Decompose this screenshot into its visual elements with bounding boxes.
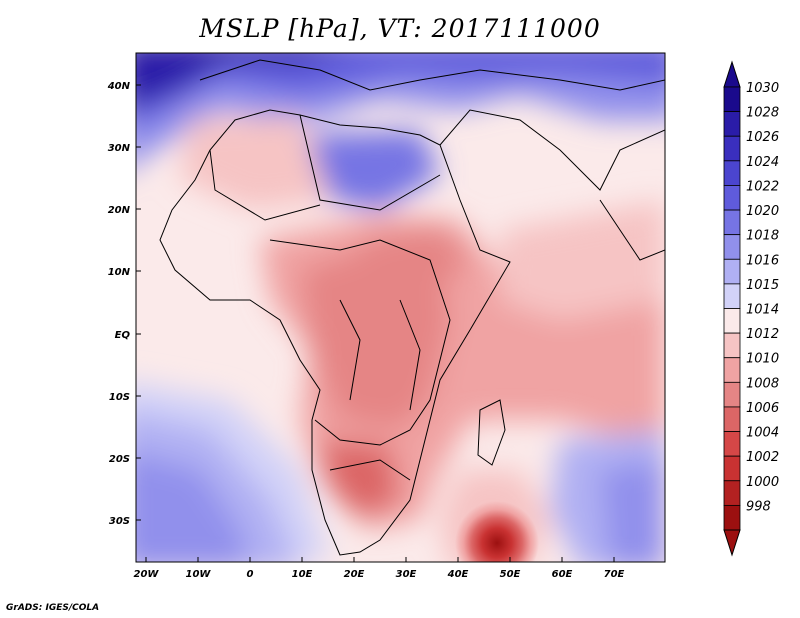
colorbar-label: 1022 [746,179,779,194]
colorbar-label: 1015 [746,278,779,293]
colorbar-label: 1006 [746,401,779,416]
colorbar-swatch [723,283,741,309]
pressure-field [136,53,665,562]
colorbar-swatch [723,160,741,186]
colorbar-swatch [723,308,741,334]
colorbar-label: 1002 [746,450,779,465]
colorbar-label: 1008 [746,376,779,391]
colorbar-swatch [723,111,741,137]
colorbar: 1030 1028 1026 1024 1022 1020 1018 1016 1015 1014… [723,60,779,557]
lat-tick-label: EQ [115,330,131,341]
map-title: MSLP [hPa], VT: 2017111000 [199,14,601,43]
lon-tick-label: 50E [500,569,521,580]
lon-tick-label: 70E [604,569,625,580]
lat-tick-label: 20N [108,205,131,216]
colorbar-label: 1024 [746,155,779,170]
colorbar-label: 1012 [746,327,779,342]
map-frame [135,52,666,563]
colorbar-arrow-top [723,60,741,88]
lat-axis [136,84,141,521]
colorbar-swatch [723,234,741,260]
lon-tick-label: 30E [396,569,417,580]
lat-tick-label: 40N [107,81,131,92]
lon-tick-label: 0 [247,569,254,580]
colorbar-label: 1028 [746,106,779,121]
colorbar-label: 1026 [746,130,779,145]
credit-label: GrADS: IGES/COLA [6,603,100,613]
colorbar-swatch [723,86,741,113]
lon-tick-label: 20W [134,569,160,580]
lat-tick-label: 10N [108,267,131,278]
colorbar-swatch [723,332,741,359]
colorbar-swatch [723,185,741,211]
colorbar-label: 1004 [746,426,779,441]
colorbar-swatch [723,135,741,162]
colorbar-swatch [723,480,741,506]
lat-tick-label: 30N [108,143,131,154]
lon-axis [145,557,615,562]
colorbar-swatch [723,455,741,482]
colorbar-label: 1014 [746,303,779,318]
colorbar-label: 1000 [746,475,779,490]
coastlines [159,59,665,556]
lon-tick-label: 10W [186,569,212,580]
lat-tick-label: 20S [109,454,130,465]
colorbar-swatch [723,209,741,236]
colorbar-swatch [723,431,741,457]
colorbar-label: 1016 [746,253,779,268]
lon-tick-label: 20E [344,569,365,580]
lon-tick-label: 60E [552,569,573,580]
colorbar-swatch [723,357,741,383]
lat-tick-label: 10S [109,392,130,403]
colorbar-swatch [723,381,741,408]
lat-tick-label: 30S [109,516,130,527]
colorbar-swatch [723,258,741,285]
colorbar-label: 1030 [746,81,779,96]
colorbar-swatch [723,504,741,531]
colorbar-swatch [723,406,741,432]
lon-tick-label: 10E [292,569,313,580]
colorbar-label: 998 [746,499,771,514]
colorbar-label: 1020 [746,204,779,219]
lon-tick-label: 40E [447,569,469,580]
colorbar-label: 1018 [746,229,779,244]
colorbar-label: 1010 [746,352,779,367]
colorbar-arrow-bottom [723,529,741,557]
